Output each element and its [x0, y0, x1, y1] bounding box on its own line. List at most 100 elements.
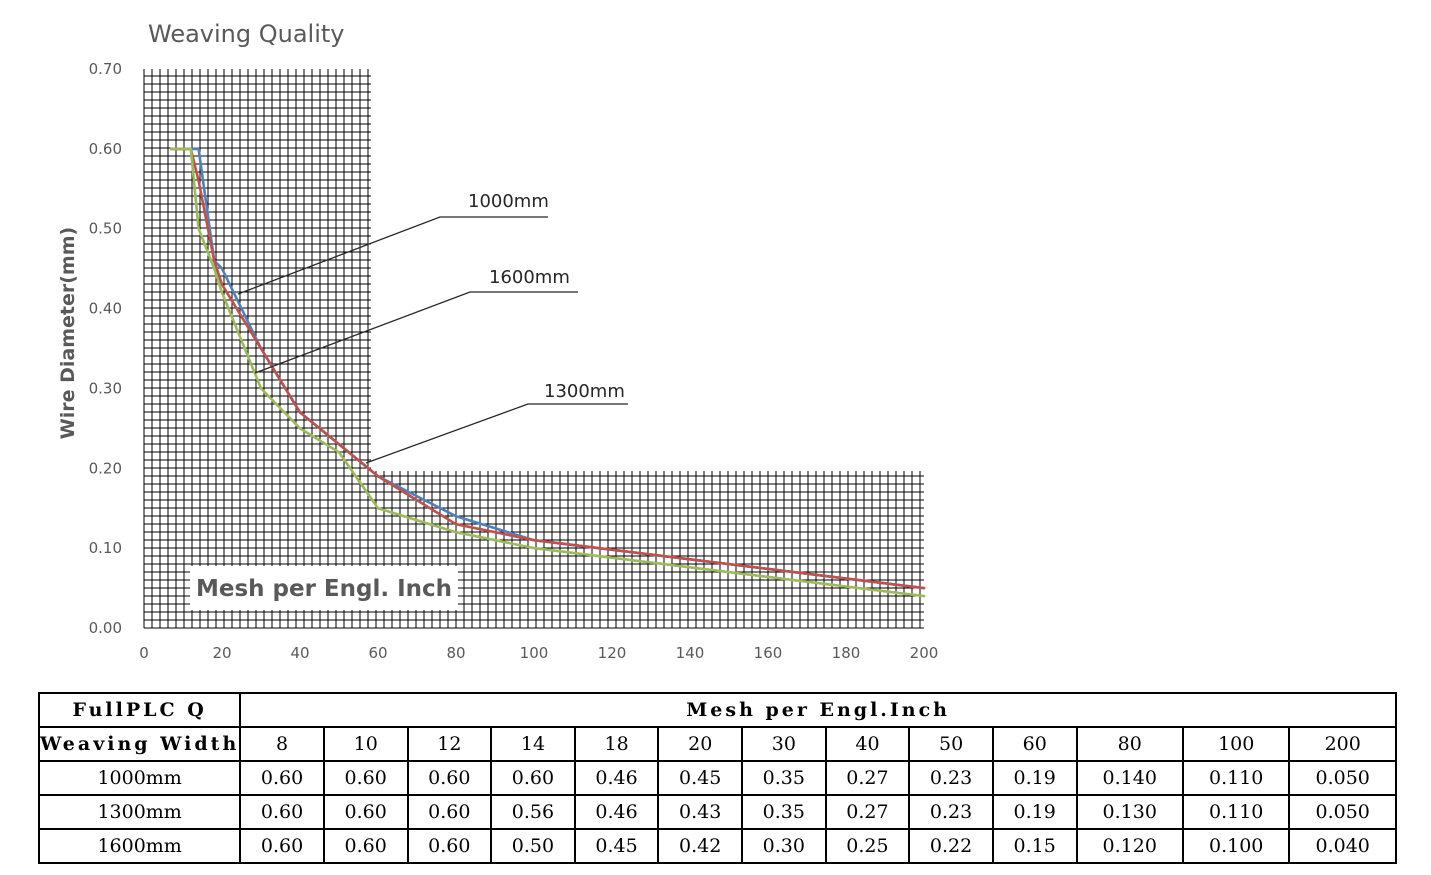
- table-cell: 0.60: [239, 828, 325, 864]
- callout-label-1600mm: 1600mm: [489, 267, 570, 288]
- x-tick-label: 20: [212, 644, 231, 662]
- table-cell: 0.27: [824, 794, 911, 830]
- x-tick-label: 60: [368, 644, 387, 662]
- table-row-label-header: Weaving Width: [37, 726, 242, 762]
- table-cell: 0.110: [1181, 760, 1291, 796]
- table-cell: 0.60: [322, 794, 409, 830]
- callout-1600mm: 1600mm: [254, 267, 578, 374]
- series-line-1300mm: [170, 147, 926, 590]
- table-cell: 0.15: [991, 828, 1078, 864]
- table-column-header: 60: [991, 726, 1078, 762]
- table-cell: 0.60: [239, 794, 325, 830]
- callout-1300mm: 1300mm: [365, 381, 628, 464]
- x-tick-label: 200: [910, 644, 939, 662]
- callout-leader-1000mm: [237, 216, 548, 295]
- table-row: 1300mm 0.60 0.60 0.60 0.56 0.46 0.43 0.35 0.27 0.…: [37, 794, 1397, 830]
- table-column-header: 40: [824, 726, 911, 762]
- x-tick-label: 140: [676, 644, 705, 662]
- table-column-header: 50: [908, 726, 994, 762]
- table-cell: 0.56: [490, 794, 576, 830]
- table-column-header: 8: [239, 726, 325, 762]
- table-column-header: 100: [1181, 726, 1291, 762]
- y-tick-label: 0.40: [89, 300, 122, 318]
- x-tick-label: 40: [290, 644, 309, 662]
- table-cell: 0.60: [322, 828, 409, 864]
- table-cell: 0.42: [657, 828, 744, 864]
- table-cell: 0.040: [1288, 828, 1397, 864]
- table-row-label: 1600mm: [37, 828, 242, 864]
- table-cell: 0.46: [573, 794, 660, 830]
- y-tick-label: 0.50: [89, 220, 122, 238]
- table-cell: 0.140: [1075, 760, 1184, 796]
- callout-leader-1300mm: [365, 403, 628, 464]
- table-row-label: 1300mm: [37, 794, 242, 830]
- x-tick-label: 100: [520, 644, 549, 662]
- table-cell: 0.45: [573, 828, 660, 864]
- x-tick-label: 0: [139, 644, 149, 662]
- table-cell: 0.100: [1181, 828, 1291, 864]
- table-cell: 0.60: [322, 760, 409, 796]
- table-cell: 0.60: [406, 828, 493, 864]
- y-tick-label: 0.20: [89, 459, 122, 477]
- table-cell: 0.050: [1288, 794, 1397, 830]
- x-tick-label: 160: [754, 644, 783, 662]
- y-tick-label: 0.30: [89, 379, 122, 397]
- table-row: 1000mm 0.60 0.60 0.60 0.60 0.46 0.45 0.35 0.27 0.…: [37, 760, 1397, 796]
- table-cell: 0.19: [991, 760, 1078, 796]
- table-cell: 0.60: [406, 794, 493, 830]
- callout-1000mm: 1000mm: [237, 191, 549, 295]
- table-cell: 0.23: [908, 794, 994, 830]
- table-column-header: 14: [490, 726, 576, 762]
- table-column-header: 30: [741, 726, 827, 762]
- table-cell: 0.35: [741, 760, 827, 796]
- table-cell: 0.050: [1288, 760, 1397, 796]
- x-tick-label: 80: [446, 644, 465, 662]
- table-cell: 0.60: [239, 760, 325, 796]
- series-line-1000mm: [170, 147, 926, 590]
- table-column-header: 200: [1288, 726, 1397, 762]
- y-tick-label: 0.70: [89, 60, 122, 78]
- x-tick-label: 180: [832, 644, 861, 662]
- weaving-quality-chart: Weaving Quality 0.00 0.10 0.20 0.30 0.40 0.50…: [57, 20, 938, 662]
- table-cell: 0.30: [741, 828, 827, 864]
- table-column-header: 20: [657, 726, 744, 762]
- table-column-header: 12: [406, 726, 493, 762]
- table-column-header: 18: [573, 726, 660, 762]
- table-column-header: 80: [1075, 726, 1184, 762]
- table-cell: 0.35: [741, 794, 827, 830]
- table-cell: 0.43: [657, 794, 744, 830]
- callout-label-1000mm: 1000mm: [468, 191, 549, 212]
- y-axis-label: Wire Diameter(mm): [57, 227, 79, 439]
- table-cell: 0.25: [824, 828, 911, 864]
- table-cell: 0.46: [573, 760, 660, 796]
- y-axis-ticks: 0.00 0.10 0.20 0.30 0.40 0.50 0.60 0.70: [89, 60, 122, 637]
- table-row: 1600mm 0.60 0.60 0.60 0.50 0.45 0.42 0.30 0.25 0.…: [37, 828, 1397, 864]
- table-cell: 0.60: [490, 760, 576, 796]
- table-cell: 0.50: [490, 828, 576, 864]
- x-axis-ticks: 0 20 40 60 80 100 120 140 160 180 200: [139, 644, 938, 662]
- weaving-quality-table: FullPLC Q Mesh per Engl.Inch Weaving Width…: [37, 692, 1397, 864]
- table-cell: 0.120: [1075, 828, 1184, 864]
- y-tick-label: 0.60: [89, 140, 122, 158]
- table-cell: 0.19: [991, 794, 1078, 830]
- y-tick-label: 0.10: [89, 539, 122, 557]
- table-header-left: FullPLC Q: [37, 692, 242, 728]
- chart-title: Weaving Quality: [148, 20, 345, 48]
- table-cell: 0.22: [908, 828, 994, 864]
- table-cell: 0.110: [1181, 794, 1291, 830]
- callout-leader-1600mm: [254, 291, 578, 374]
- x-axis-label: Mesh per Engl. Inch: [196, 576, 452, 602]
- series-line-1600mm: [170, 147, 926, 598]
- x-axis-label-box: [190, 566, 458, 610]
- table-header-mesh: Mesh per Engl.Inch: [239, 692, 1397, 728]
- table-cell: 0.130: [1075, 794, 1184, 830]
- callout-label-1300mm: 1300mm: [544, 381, 625, 402]
- table-row-label: 1000mm: [37, 760, 242, 796]
- y-tick-label: 0.00: [89, 619, 122, 637]
- table-cell: 0.23: [908, 760, 994, 796]
- table-cell: 0.60: [406, 760, 493, 796]
- series-lines: [170, 147, 926, 598]
- table-cell: 0.45: [657, 760, 744, 796]
- table-column-header: 10: [322, 726, 409, 762]
- x-tick-label: 120: [598, 644, 627, 662]
